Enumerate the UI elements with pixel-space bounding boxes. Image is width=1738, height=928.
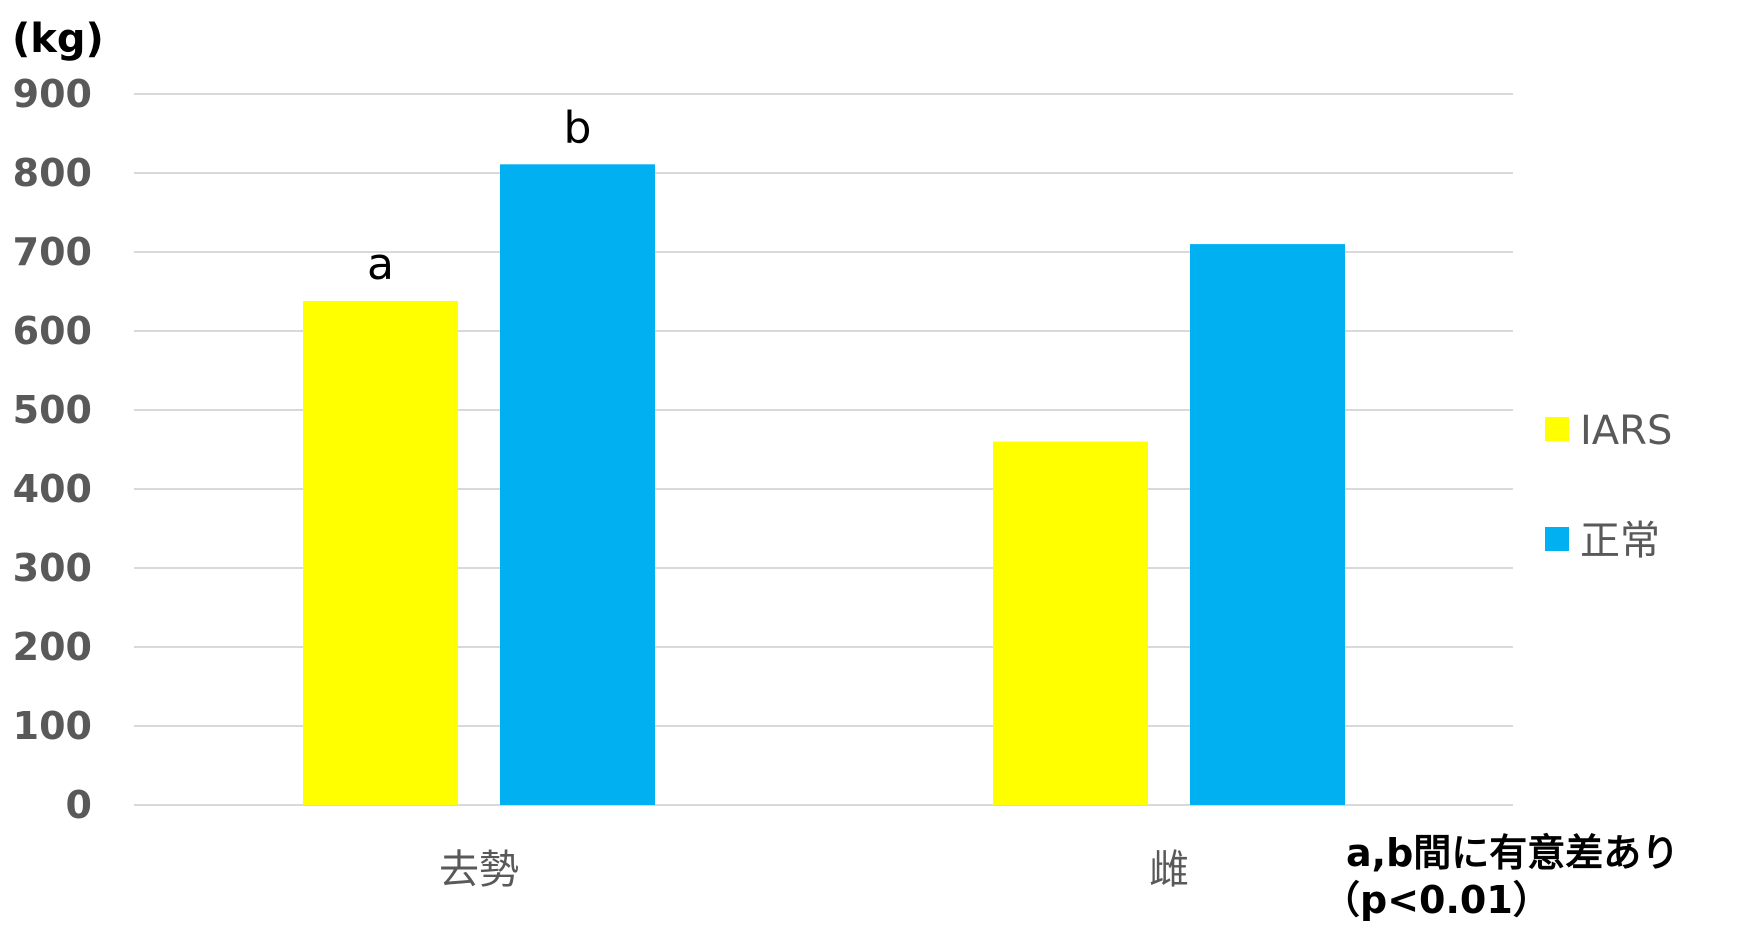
- legend-swatch: [1545, 417, 1569, 441]
- y-tick-label: 0: [66, 783, 92, 827]
- y-tick-label: 900: [13, 72, 92, 116]
- y-axis-unit-label: (kg): [12, 16, 104, 62]
- bar-normal-1: [1190, 244, 1345, 806]
- y-tick-label: 600: [13, 309, 92, 353]
- y-tick-label: 500: [13, 388, 92, 432]
- x-axis-ticks: 去勢 雌: [439, 847, 1189, 893]
- y-axis-ticks: 0 100 200 300 400 500 600 700 800 900: [13, 72, 92, 827]
- y-tick-label: 700: [13, 230, 92, 274]
- y-tick-label: 800: [13, 151, 92, 195]
- x-tick-label: 去勢: [439, 847, 519, 893]
- legend-label: IARS: [1580, 408, 1672, 454]
- legend: IARS 正常: [1545, 408, 1672, 564]
- bar-normal-0: [500, 164, 655, 805]
- bars: [303, 164, 1345, 806]
- legend-label: 正常: [1580, 518, 1660, 564]
- legend-swatch: [1545, 527, 1569, 551]
- bar-iars-1: [993, 441, 1148, 805]
- bar-labels: ab: [367, 102, 591, 290]
- bar-annotation-label: b: [564, 102, 592, 153]
- y-tick-label: 400: [13, 467, 92, 511]
- y-tick-label: 100: [13, 704, 92, 748]
- bar-iars-0: [303, 300, 458, 805]
- significance-note: a,b間に有意差あり: [1346, 831, 1679, 875]
- y-tick-label: 200: [13, 625, 92, 669]
- bar-annotation-label: a: [367, 239, 394, 290]
- significance-pvalue: （p<0.01）: [1322, 878, 1551, 922]
- y-tick-label: 300: [13, 546, 92, 590]
- x-tick-label: 雌: [1149, 847, 1189, 893]
